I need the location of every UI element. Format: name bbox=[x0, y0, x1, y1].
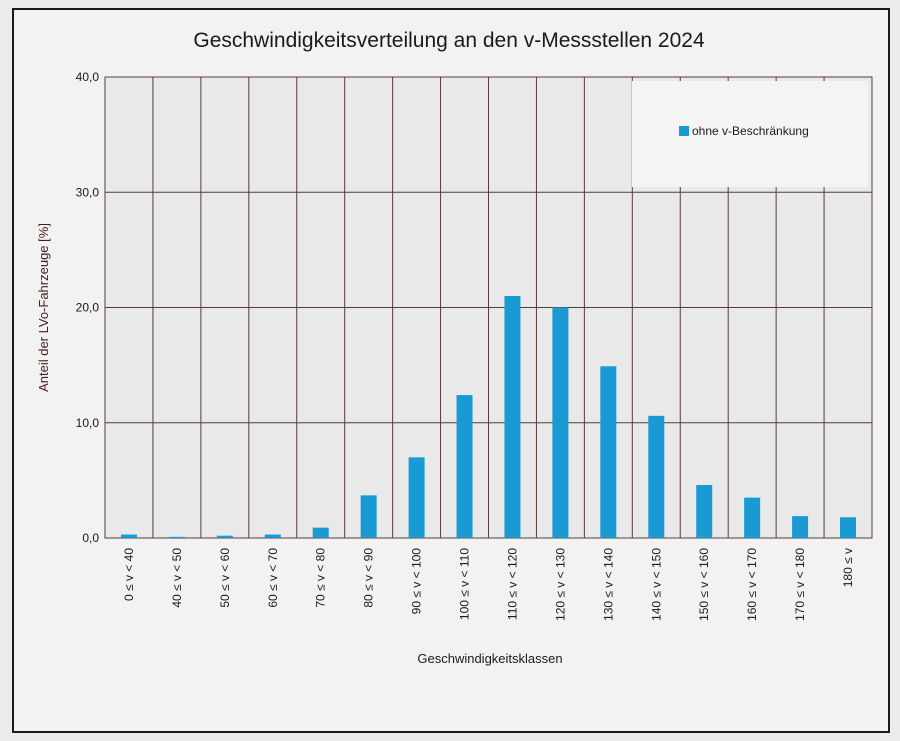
y-tick-label: 20,0 bbox=[76, 301, 100, 315]
x-axis-ticks: 0 ≤ v < 40 40 ≤ v < 50 50 ≤ v < 60 60 ≤ v <… bbox=[122, 548, 855, 621]
y-tick-label: 10,0 bbox=[76, 416, 100, 430]
y-axis-ticks: 0,0 10,0 20,0 30,0 40,0 bbox=[76, 70, 100, 545]
x-tick-label: 80 ≤ v < 90 bbox=[362, 548, 376, 608]
x-tick-label: 90 ≤ v < 100 bbox=[410, 548, 424, 615]
chart-title: Geschwindigkeitsverteilung an den v-Mess… bbox=[193, 29, 705, 52]
bar bbox=[216, 535, 233, 538]
y-axis-label: Anteil der LVo-Fahrzeuge [%] bbox=[36, 223, 51, 392]
x-tick-label: 0 ≤ v < 40 bbox=[122, 548, 136, 601]
x-tick-label: 130 ≤ v < 140 bbox=[601, 548, 615, 621]
bar bbox=[696, 484, 713, 538]
x-tick-label: 40 ≤ v < 50 bbox=[170, 548, 184, 608]
bar bbox=[120, 534, 137, 538]
x-tick-label: 120 ≤ v < 130 bbox=[553, 548, 567, 621]
bar bbox=[168, 536, 185, 538]
y-tick-label: 40,0 bbox=[76, 70, 100, 84]
bar bbox=[312, 527, 329, 538]
y-tick-label: 30,0 bbox=[76, 185, 100, 199]
x-axis-label: Geschwindigkeitsklassen bbox=[417, 651, 562, 666]
x-tick-label: 110 ≤ v < 120 bbox=[505, 548, 519, 620]
legend bbox=[632, 81, 868, 187]
bar bbox=[552, 307, 569, 538]
bar bbox=[264, 534, 281, 538]
x-tick-label: 100 ≤ v < 110 bbox=[458, 548, 472, 620]
bar bbox=[600, 366, 617, 538]
bar bbox=[840, 517, 857, 538]
bar bbox=[408, 457, 425, 538]
y-tick-label: 0,0 bbox=[82, 531, 99, 545]
bar bbox=[792, 516, 809, 538]
x-tick-label: 140 ≤ v < 150 bbox=[649, 548, 663, 621]
x-tick-label: 70 ≤ v < 80 bbox=[314, 548, 328, 608]
legend-label: ohne v-Beschränkung bbox=[692, 124, 809, 138]
bar bbox=[648, 415, 665, 538]
bar bbox=[360, 495, 377, 538]
x-tick-label: 160 ≤ v < 170 bbox=[745, 548, 759, 621]
x-tick-label: 170 ≤ v < 180 bbox=[793, 548, 807, 621]
x-tick-label: 60 ≤ v < 70 bbox=[266, 548, 280, 608]
bar bbox=[504, 295, 521, 538]
bar bbox=[744, 497, 761, 538]
x-tick-label: 50 ≤ v < 60 bbox=[218, 548, 232, 608]
x-tick-label: 150 ≤ v < 160 bbox=[697, 548, 711, 621]
bar bbox=[456, 395, 473, 538]
legend-swatch bbox=[679, 126, 689, 136]
x-tick-label: 180 ≤ v bbox=[841, 548, 855, 587]
bar-series bbox=[120, 295, 857, 538]
